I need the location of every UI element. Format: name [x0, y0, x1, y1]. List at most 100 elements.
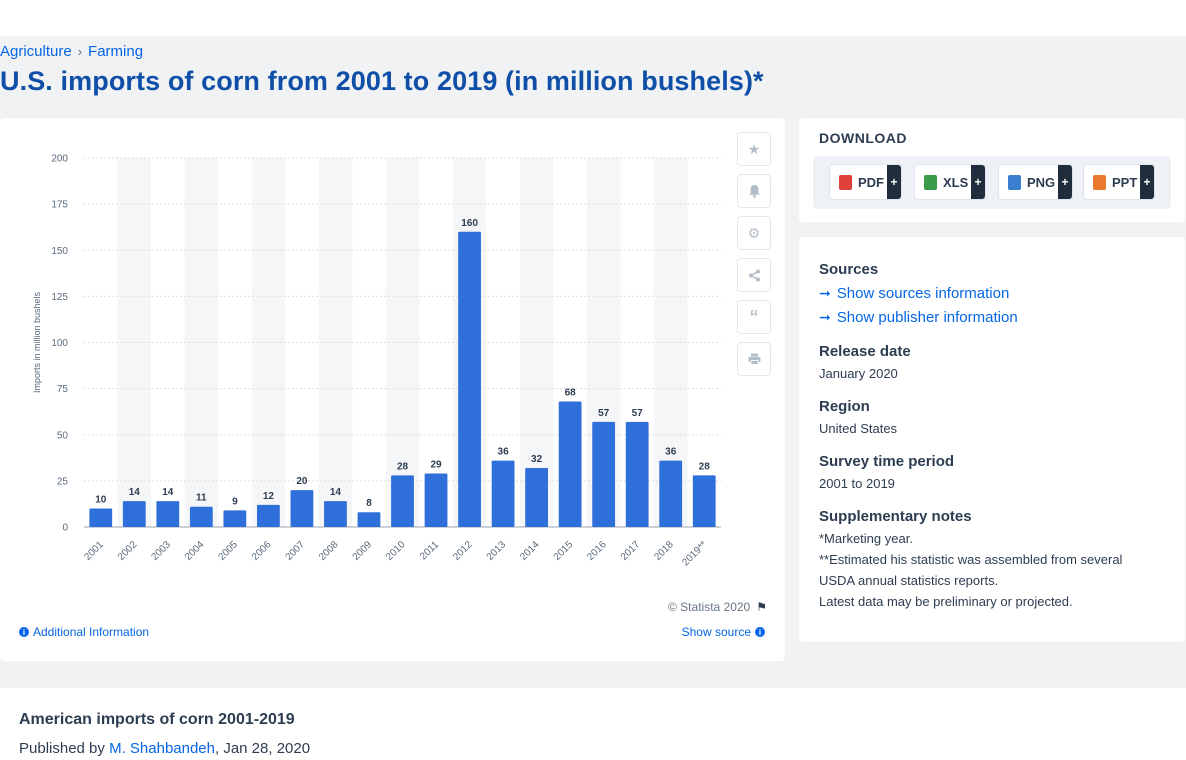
note-line: USDA annual statistics reports. — [819, 573, 999, 588]
data-label: 36 — [498, 447, 510, 458]
bar-chart: 0 25 50 75 100 125 150 175 200 Imports in million… — [32, 154, 721, 568]
y-tick-label: 175 — [51, 200, 68, 211]
notification-button[interactable] — [737, 174, 771, 208]
published-by-label: Published by — [19, 740, 105, 757]
bar — [290, 490, 314, 527]
data-label: 57 — [598, 408, 610, 419]
region-value: United States — [819, 421, 898, 436]
show-source-label: Show source — [681, 625, 751, 639]
download-card: DOWNLOAD PDF + XLS + PNG + PPT + — [799, 118, 1185, 222]
x-tick-label: 2016 — [585, 539, 609, 563]
x-tick-label: 2008 — [317, 539, 341, 563]
arrow-right-icon: ➞ — [819, 285, 831, 301]
show-publisher-label: Show publisher information — [836, 309, 1018, 326]
plus-icon: + — [1058, 165, 1072, 199]
chart-card: 0 25 50 75 100 125 150 175 200 Imports in million… — [0, 118, 785, 661]
breadcrumb: Agriculture › Farming — [0, 43, 143, 60]
data-label: 8 — [366, 498, 372, 509]
data-label: 12 — [263, 491, 275, 502]
x-tick-label: 2013 — [485, 539, 509, 563]
x-tick-label: 2009 — [351, 539, 375, 563]
settings-button[interactable]: ⚙ — [737, 216, 771, 250]
download-pdf-button[interactable]: PDF + — [829, 164, 902, 200]
breadcrumb-farming[interactable]: Farming — [88, 43, 144, 60]
download-xls-button[interactable]: XLS + — [914, 164, 986, 200]
print-button[interactable] — [737, 342, 771, 376]
data-label: 20 — [296, 476, 308, 487]
data-label: 28 — [397, 461, 409, 472]
x-tick-label: 2011 — [418, 539, 441, 562]
sources-heading: Sources — [819, 261, 879, 278]
show-publisher-link[interactable]: ➞ Show publisher information — [819, 309, 1018, 326]
png-file-icon — [1008, 174, 1021, 190]
breadcrumb-agriculture[interactable]: Agriculture — [0, 43, 72, 60]
bar — [625, 421, 649, 527]
column-band — [117, 158, 152, 527]
x-tick-label: 2012 — [451, 539, 475, 563]
x-tick-label: 2003 — [149, 539, 173, 563]
plus-icon: + — [1140, 165, 1154, 199]
bar — [391, 475, 414, 527]
bar — [659, 460, 683, 527]
y-tick-label: 200 — [51, 154, 68, 165]
additional-info-link[interactable]: i Additional Information — [19, 625, 149, 639]
y-tick-label: 150 — [51, 246, 68, 257]
xls-file-icon — [924, 174, 937, 190]
download-png-label: PNG — [1027, 174, 1056, 190]
bar — [458, 231, 481, 528]
author-link[interactable]: M. Shahbandeh — [109, 740, 215, 757]
cite-button[interactable]: “ — [737, 300, 771, 334]
x-tick-label: 2019** — [680, 539, 709, 568]
share-icon — [748, 269, 760, 281]
chart-toolbar: ★ ⚙ “ — [737, 132, 773, 384]
bar — [156, 501, 180, 527]
bar — [558, 401, 582, 527]
data-label: 11 — [196, 493, 207, 504]
data-label: 29 — [430, 459, 442, 470]
note-line: **Estimated his statistic was assembled … — [819, 552, 1123, 567]
description-title: American imports of corn 2001-2019 — [19, 711, 295, 728]
show-sources-link[interactable]: ➞ Show sources information — [819, 285, 1009, 302]
bar — [525, 467, 549, 527]
show-source-link[interactable]: Show source i — [682, 625, 765, 639]
x-tick-label: 2005 — [216, 539, 240, 563]
flag-icon[interactable]: ⚑ — [756, 600, 767, 614]
bar — [324, 501, 347, 527]
data-label: 28 — [699, 461, 711, 472]
y-tick-label: 25 — [57, 476, 69, 487]
pdf-file-icon — [839, 174, 852, 190]
favorite-button[interactable]: ★ — [737, 132, 771, 166]
data-label: 14 — [162, 487, 174, 498]
y-axis-label: Imports in million bushels — [32, 291, 42, 393]
ppt-file-icon — [1093, 174, 1106, 190]
data-label: 14 — [330, 487, 342, 498]
x-tick-label: 2010 — [384, 539, 408, 563]
bell-icon — [748, 185, 760, 198]
download-pdf-label: PDF — [858, 174, 884, 190]
note-line: *Marketing year. — [819, 531, 913, 546]
download-xls-label: XLS — [943, 174, 969, 190]
y-tick-label: 75 — [57, 384, 69, 395]
data-label: 9 — [232, 496, 238, 507]
download-buttons: PDF + XLS + PNG + PPT + — [813, 156, 1171, 209]
bar — [357, 512, 381, 527]
download-png-button[interactable]: PNG + — [998, 164, 1073, 200]
note-line: Latest data may be preliminary or projec… — [819, 594, 1073, 609]
bar — [256, 504, 280, 527]
data-label: 32 — [531, 454, 543, 465]
bar — [122, 501, 146, 527]
x-tick-label: 2007 — [284, 539, 308, 563]
y-tick-label: 0 — [62, 523, 68, 534]
x-tick-label: 2006 — [250, 539, 274, 563]
supplementary-notes-heading: Supplementary notes — [819, 508, 972, 525]
copyright-text: © Statista 2020 — [668, 600, 751, 614]
bar — [424, 473, 448, 527]
column-band — [318, 158, 353, 527]
download-ppt-button[interactable]: PPT + — [1083, 164, 1155, 200]
info-icon: i — [19, 627, 29, 637]
share-button[interactable] — [737, 258, 771, 292]
bar — [692, 475, 716, 527]
info-icon: i — [755, 627, 765, 637]
data-label: 68 — [565, 388, 577, 399]
data-label: 57 — [632, 408, 644, 419]
